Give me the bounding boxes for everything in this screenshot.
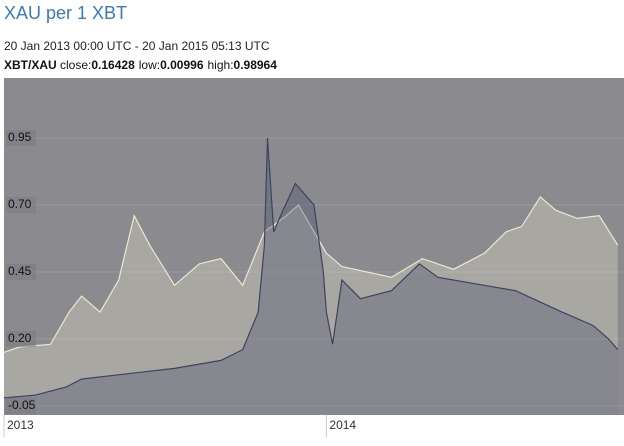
y-tick-label: -0.05: [8, 398, 36, 412]
y-tick-box: [6, 196, 36, 213]
series-line: [3, 137, 619, 399]
x-tick-label: 2014: [329, 418, 356, 432]
y-tick-box: [6, 397, 36, 414]
series-line: [3, 195, 619, 353]
plot-background: [4, 78, 624, 415]
stat-value: 0.00996: [160, 58, 204, 72]
date-range: 20 Jan 2013 00:00 UTC - 20 Jan 2015 05:1…: [4, 39, 270, 53]
stat-label: low:: [139, 58, 160, 72]
stat-value: 0.98964: [234, 58, 278, 72]
y-tick-label: 0.45: [8, 264, 32, 278]
y-tick-label: 0.95: [8, 130, 32, 144]
y-tick-box: [6, 130, 36, 147]
stats-line: XBT/XAU close:0.16428 low:0.00996 high:0.9…: [4, 58, 277, 72]
series-area: [4, 138, 618, 415]
stat-label: high:: [208, 58, 234, 72]
y-tick-label: 0.70: [8, 197, 32, 211]
stat-value: 0.16428: [91, 58, 135, 72]
stat-label: close:: [60, 58, 91, 72]
series-area: [4, 196, 618, 415]
y-tick-box: [6, 263, 36, 280]
chart-title: XAU per 1 XBT: [4, 3, 127, 23]
y-tick-box: [6, 330, 36, 347]
pair: XBT/XAU: [4, 58, 57, 72]
y-tick-label: 0.20: [8, 331, 32, 345]
x-tick-label: 2013: [7, 418, 34, 432]
